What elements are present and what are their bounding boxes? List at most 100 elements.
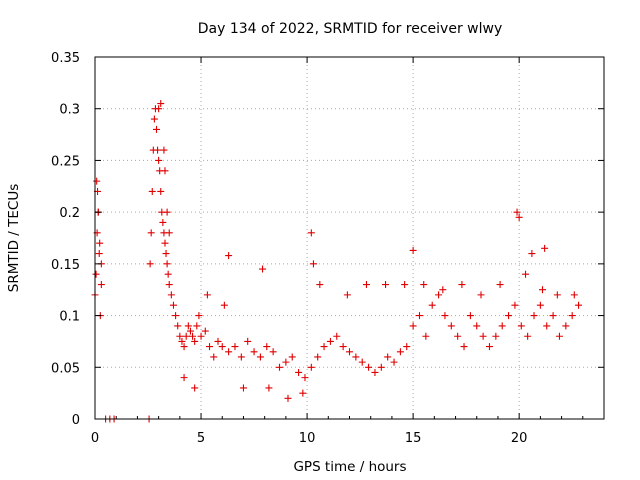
data-point	[309, 260, 317, 268]
data-point	[186, 327, 194, 335]
chart-title: Day 134 of 2022, SRMTID for receiver wlw…	[198, 21, 503, 37]
data-point	[384, 353, 392, 361]
data-point	[178, 337, 186, 345]
y-tick-label: 0.15	[51, 258, 80, 273]
data-point	[396, 348, 404, 356]
data-point	[524, 332, 532, 340]
data-point	[180, 374, 188, 382]
data-point	[148, 187, 156, 195]
data-point	[422, 332, 430, 340]
y-tick-label: 0.3	[59, 103, 80, 118]
data-point	[97, 281, 105, 289]
data-point	[522, 270, 530, 278]
data-point	[154, 146, 162, 154]
data-point	[225, 252, 233, 260]
data-point	[256, 353, 264, 361]
data-point	[401, 281, 409, 289]
data-point	[174, 322, 182, 330]
data-point	[415, 312, 423, 320]
data-point	[93, 177, 101, 185]
data-point	[153, 125, 161, 133]
data-point	[538, 286, 546, 294]
y-tick-label: 0.35	[51, 51, 80, 66]
data-point	[541, 244, 549, 252]
data-point	[301, 374, 309, 382]
y-axis-title: SRMTID / TECUs	[6, 184, 22, 292]
data-point	[191, 337, 199, 345]
data-point	[165, 229, 173, 237]
data-point	[169, 301, 177, 309]
data-point	[189, 332, 197, 340]
x-tick-label: 15	[405, 431, 422, 446]
data-point	[161, 239, 169, 247]
data-point	[162, 250, 170, 258]
x-axis-title: GPS time / hours	[293, 459, 406, 475]
data-point	[517, 322, 525, 330]
data-point	[239, 384, 247, 392]
data-point	[276, 363, 284, 371]
data-point	[95, 250, 103, 258]
y-tick-label: 0.25	[51, 154, 80, 169]
data-point	[439, 286, 447, 294]
data-point	[511, 301, 519, 309]
data-point	[164, 270, 172, 278]
data-point	[320, 343, 328, 351]
data-point	[473, 322, 481, 330]
data-point	[570, 291, 578, 299]
data-point	[528, 250, 536, 258]
data-point	[92, 270, 100, 278]
data-point	[339, 343, 347, 351]
data-point	[147, 229, 155, 237]
data-point	[307, 363, 315, 371]
data-point	[477, 291, 485, 299]
data-point	[346, 348, 353, 356]
data-point	[343, 291, 351, 299]
data-point	[225, 348, 233, 356]
x-tick-label: 0	[91, 431, 99, 446]
data-point	[390, 358, 398, 366]
data-point	[157, 100, 165, 108]
data-point	[492, 332, 500, 340]
data-point	[203, 291, 211, 299]
data-point	[172, 312, 180, 320]
data-point	[160, 146, 168, 154]
data-point	[333, 332, 341, 340]
data-point	[231, 343, 239, 351]
data-point	[155, 156, 163, 164]
data-point	[555, 332, 563, 340]
data-point	[377, 363, 385, 371]
data-point	[371, 368, 379, 376]
data-point	[218, 343, 226, 351]
data-point	[403, 343, 411, 351]
x-tick-label: 5	[197, 431, 205, 446]
plot-frame	[94, 56, 605, 420]
data-point	[307, 229, 315, 237]
data-point	[182, 332, 190, 340]
y-tick-label: 0.2	[59, 206, 80, 221]
data-point	[210, 353, 218, 361]
data-point	[466, 312, 474, 320]
data-point	[259, 265, 267, 273]
data-point	[498, 322, 506, 330]
data-point	[284, 394, 292, 402]
x-tick-label: 20	[511, 431, 528, 446]
data-point	[441, 312, 449, 320]
x-tick-label: 10	[299, 431, 316, 446]
data-point	[155, 105, 163, 113]
data-point	[458, 281, 466, 289]
y-tick-label: 0	[72, 413, 80, 428]
data-point	[485, 343, 493, 351]
grid	[95, 57, 604, 419]
data-point	[549, 312, 557, 320]
data-point	[288, 353, 296, 361]
data-point	[184, 322, 192, 330]
data-point	[543, 322, 551, 330]
data-point	[420, 281, 428, 289]
data-point	[553, 291, 561, 299]
y-tick-label: 0.05	[51, 361, 80, 376]
data-point	[269, 348, 277, 356]
data-point	[409, 246, 417, 254]
data-point	[244, 337, 252, 345]
data-point	[454, 332, 462, 340]
